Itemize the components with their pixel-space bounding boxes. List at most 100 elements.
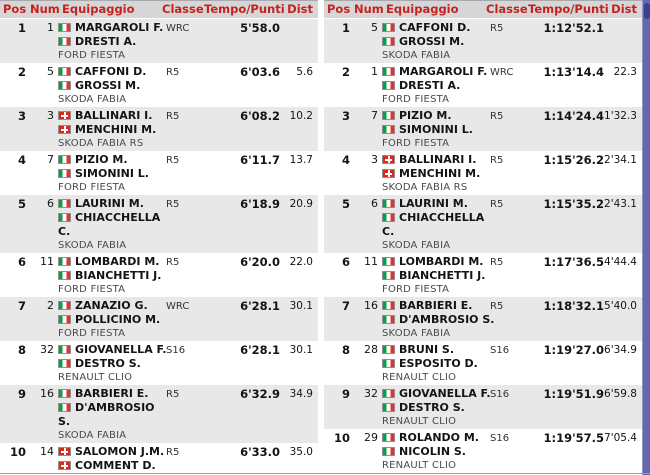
position-cell: 2 bbox=[341, 65, 350, 79]
italy-flag-icon bbox=[382, 389, 395, 398]
driver-name-continued: S. bbox=[58, 415, 71, 428]
italy-flag-icon bbox=[382, 257, 395, 266]
driver-name: BIANCHETTI J. bbox=[58, 269, 164, 283]
driver-name-text: MENCHINI M. bbox=[399, 167, 481, 180]
table-body: 1 1 MARGAROLI F. DRESTI A. FORD FIESTA WRC 5'5… bbox=[0, 19, 318, 474]
time-cell: 6'03.6 bbox=[240, 65, 280, 79]
crew-cell: MARGAROLI F. DRESTI A. FORD FIESTA bbox=[56, 21, 164, 62]
driver-name: GROSSI M. bbox=[58, 79, 164, 93]
table-body: 1 5 CAFFONI D. GROSSI M. SKODA FABIA R5 1:12'5… bbox=[324, 19, 642, 473]
driver-name: PIZIO M. bbox=[58, 153, 164, 167]
position-cell: 1 bbox=[341, 21, 350, 35]
crew-cell: CAFFONI D. GROSSI M. SKODA FABIA bbox=[56, 65, 164, 106]
position-cell: 10 bbox=[333, 431, 350, 445]
number-cell: 7 bbox=[47, 153, 54, 166]
table-row: 1 1 MARGAROLI F. DRESTI A. FORD FIESTA WRC 5'5… bbox=[0, 19, 318, 63]
crew-cell: ROLANDO M. NICOLIN S. RENAULT CLIO bbox=[380, 431, 488, 472]
table-row: 9 16 BARBIERI E. D'AMBROSIO S. SKODA FABIA R5 6… bbox=[0, 385, 318, 443]
gap-cell: 22.0 bbox=[289, 256, 313, 268]
driver-name-text: ZANAZIO G. bbox=[75, 299, 148, 312]
gap-cell: 5'40.0 bbox=[604, 300, 637, 312]
position-cell: 3 bbox=[341, 109, 350, 123]
table-row: 8 28 BRUNI S. ESPOSITO D. RENAULT CLIO S16 1:1… bbox=[324, 341, 642, 385]
col-header-classe: Classe bbox=[162, 2, 204, 16]
time-cell: 6'33.0 bbox=[240, 445, 280, 459]
table-row: 10 14 SALOMON J.M. COMMENT D. R5 6'33.0 35.0 bbox=[0, 443, 318, 474]
italy-flag-icon bbox=[58, 389, 71, 398]
class-cell: S16 bbox=[490, 433, 510, 444]
driver-name: BARBIERI E. bbox=[58, 387, 164, 401]
time-cell: 1:19'57.5 bbox=[543, 431, 605, 445]
bottom-divider bbox=[0, 473, 650, 474]
driver-name: SIMONINI L. bbox=[58, 167, 164, 181]
driver-name-text: MENCHINI M. bbox=[75, 123, 157, 136]
table-row: 10 29 ROLANDO M. NICOLIN S. RENAULT CLIO S16 1… bbox=[324, 429, 642, 473]
car-name: SKODA FABIA RS bbox=[382, 182, 468, 193]
table-row: 5 6 LAURINI M. CHIACCHELLA C. SKODA FABIA R5 1:… bbox=[324, 195, 642, 253]
number-cell: 32 bbox=[40, 343, 54, 356]
table-row: 1 5 CAFFONI D. GROSSI M. SKODA FABIA R5 1:12'5… bbox=[324, 19, 642, 63]
driver-name-text: BALLINARI I. bbox=[399, 153, 477, 166]
driver-name-text: ROLANDO M. bbox=[399, 431, 479, 444]
driver-name-text: PIZIO M. bbox=[75, 153, 128, 166]
gap-cell: 30.1 bbox=[289, 300, 313, 312]
class-cell: R5 bbox=[166, 199, 180, 210]
driver-name: GROSSI M. bbox=[382, 35, 488, 49]
scrollbar-thumb[interactable] bbox=[644, 3, 650, 19]
number-cell: 7 bbox=[371, 109, 378, 122]
driver-name-text: MARGAROLI F. bbox=[75, 21, 164, 34]
italy-flag-icon bbox=[382, 433, 395, 442]
italy-flag-icon bbox=[382, 199, 395, 208]
time-cell: 6'28.1 bbox=[240, 299, 280, 313]
col-header-dist: Dist bbox=[611, 2, 637, 16]
car-name: RENAULT CLIO bbox=[58, 372, 133, 383]
number-cell: 3 bbox=[47, 109, 54, 122]
italy-flag-icon bbox=[382, 111, 395, 120]
driver-name-text: DRESTI A. bbox=[399, 79, 461, 92]
table-row: 9 32 GIOVANELLA F. DESTRO S. RENAULT CLIO S16… bbox=[324, 385, 642, 429]
italy-flag-icon bbox=[382, 271, 395, 280]
driver-name: BALLINARI I. bbox=[58, 109, 164, 123]
driver-name: MARGAROLI F. bbox=[58, 21, 164, 35]
car-name: RENAULT CLIO bbox=[382, 416, 457, 427]
driver-name: DESTRO S. bbox=[382, 401, 488, 415]
italy-flag-icon bbox=[58, 345, 71, 354]
position-cell: 8 bbox=[17, 343, 26, 357]
driver-name: GIOVANELLA F. bbox=[382, 387, 491, 401]
vertical-scrollbar[interactable] bbox=[642, 0, 650, 475]
crew-cell: PIZIO M. SIMONINI L. FORD FIESTA bbox=[56, 153, 164, 194]
position-cell: 4 bbox=[341, 153, 350, 167]
time-cell: 6'11.7 bbox=[240, 153, 280, 167]
gap-cell: 4'44.4 bbox=[604, 256, 637, 268]
class-cell: S16 bbox=[490, 345, 510, 356]
crew-cell: SALOMON J.M. COMMENT D. bbox=[56, 445, 164, 473]
italy-flag-icon bbox=[382, 403, 395, 412]
time-cell: 1:18'32.1 bbox=[543, 299, 605, 313]
class-cell: S16 bbox=[166, 345, 186, 356]
driver-name-text: NICOLIN S. bbox=[399, 445, 466, 458]
number-cell: 1 bbox=[47, 21, 54, 34]
driver-name: LOMBARDI M. bbox=[382, 255, 488, 269]
driver-name-continued: C. bbox=[382, 225, 395, 238]
number-cell: 5 bbox=[371, 21, 378, 34]
time-cell: 1:19'51.9 bbox=[543, 387, 605, 401]
crew-cell: LOMBARDI M. BIANCHETTI J. FORD FIESTA bbox=[56, 255, 164, 296]
driver-name: BIANCHETTI J. bbox=[382, 269, 488, 283]
italy-flag-icon bbox=[382, 359, 395, 368]
position-cell: 10 bbox=[9, 445, 26, 459]
time-cell: 1:13'14.4 bbox=[543, 65, 605, 79]
position-cell: 9 bbox=[17, 387, 26, 401]
italy-flag-icon bbox=[58, 271, 71, 280]
class-cell: WRC bbox=[166, 301, 190, 312]
switzerland-flag-icon bbox=[58, 461, 71, 470]
position-cell: 3 bbox=[17, 109, 26, 123]
class-cell: R5 bbox=[490, 155, 504, 166]
italy-flag-icon bbox=[382, 213, 395, 222]
col-header-num: Num bbox=[354, 2, 384, 16]
class-cell: WRC bbox=[490, 67, 514, 78]
time-cell: 6'18.9 bbox=[240, 197, 280, 211]
driver-name: BALLINARI I. bbox=[382, 153, 488, 167]
time-cell: 1:19'27.0 bbox=[543, 343, 605, 357]
driver-name-text: PIZIO M. bbox=[399, 109, 452, 122]
